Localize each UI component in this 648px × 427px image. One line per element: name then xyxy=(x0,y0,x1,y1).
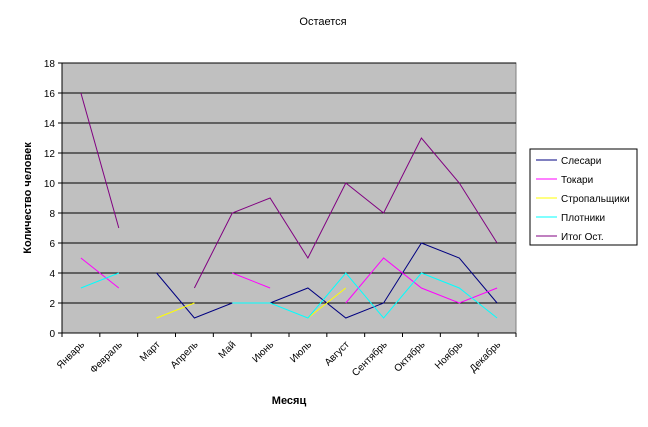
x-tick-label: Апрель xyxy=(169,339,201,371)
series-line xyxy=(80,272,119,289)
series-line xyxy=(80,92,120,229)
x-tick-label: Июнь xyxy=(250,339,276,365)
series-line xyxy=(80,257,120,289)
y-tick-label: 6 xyxy=(49,239,55,250)
series-4 xyxy=(80,272,498,319)
y-tick-label: 8 xyxy=(49,209,55,220)
series-line xyxy=(307,287,347,319)
y-tick-label: 18 xyxy=(44,59,56,70)
x-tick-label: Февраль xyxy=(88,339,125,376)
y-tick-label: 4 xyxy=(49,269,55,280)
series-line xyxy=(193,137,498,289)
series-line xyxy=(232,272,271,289)
x-tick-label: Сентябрь xyxy=(350,339,390,379)
y-tick-label: 10 xyxy=(44,179,56,190)
plot-area xyxy=(61,62,517,334)
y-tick-label: 16 xyxy=(44,89,56,100)
legend-label: Токари xyxy=(561,175,593,186)
legend-label: Плотники xyxy=(561,213,605,224)
y-tick-label: 14 xyxy=(44,119,56,130)
chart-title: Остается xyxy=(299,16,346,28)
legend-label: Слесари xyxy=(561,156,601,167)
x-axis-title: Месяц xyxy=(272,395,307,407)
series-line xyxy=(156,302,195,319)
series-line xyxy=(232,272,498,319)
x-tick-label: Июль xyxy=(288,339,314,365)
y-tick-label: 2 xyxy=(49,299,55,310)
x-tick-label: Октябрь xyxy=(392,339,428,375)
y-tick-label: 0 xyxy=(49,329,55,340)
x-tick-label: Ноябрь xyxy=(432,339,465,372)
y-tick-label: 12 xyxy=(44,149,56,160)
series-3 xyxy=(156,287,347,319)
x-tick-label: Январь xyxy=(55,339,87,371)
y-axis-title: Количество человек xyxy=(22,142,34,254)
legend-label: Стропальщики xyxy=(561,194,630,205)
legend-box xyxy=(529,148,638,246)
legend-label: Итог Ост. xyxy=(561,232,604,243)
x-tick-label: Март xyxy=(138,339,163,364)
x-tick-label: Декабрь xyxy=(467,339,503,375)
series-5 xyxy=(80,92,498,289)
x-tick-label: Май xyxy=(217,339,239,361)
x-tick-label: Август xyxy=(323,339,352,368)
legend: Слесари Токари Стропальщики Плотники Итог Ос… xyxy=(529,148,638,246)
